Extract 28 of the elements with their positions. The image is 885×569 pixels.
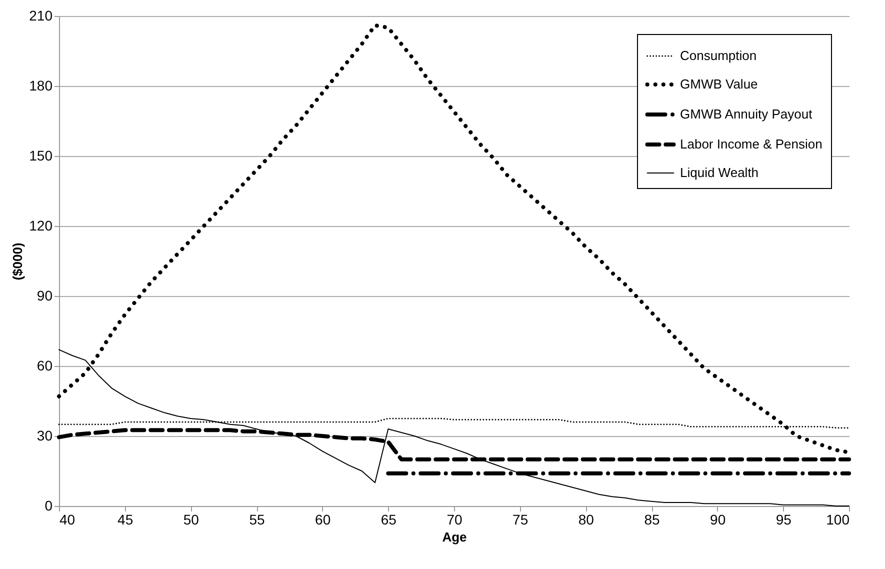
x-tick-label: 60	[315, 512, 331, 528]
y-tick-label: 150	[29, 148, 53, 164]
y-tick-label: 180	[29, 78, 53, 94]
x-tick-label: 90	[710, 512, 726, 528]
legend-label: GMWB Value	[680, 76, 758, 92]
y-tick-label: 0	[44, 498, 53, 514]
y-tick-label: 90	[36, 288, 53, 304]
y-tick-label: 210	[29, 8, 53, 24]
y-tick-label: 120	[29, 218, 53, 234]
x-tick-label: 80	[578, 512, 594, 528]
x-tick-label: 65	[380, 512, 397, 528]
legend-label: GMWB Annuity Payout	[680, 106, 813, 122]
x-axis-title: Age	[442, 530, 467, 544]
y-tick-label: 30	[36, 428, 53, 444]
x-tick-label: 95	[776, 512, 792, 528]
y-tick-label: 60	[36, 358, 53, 374]
legend-label: Liquid Wealth	[680, 165, 759, 180]
x-tick-label: 55	[249, 512, 265, 528]
x-tick-label: 40	[60, 512, 76, 528]
y-axis-title: ($000)	[10, 242, 26, 280]
x-tick-label: 45	[118, 512, 134, 528]
legend-label: Labor Income & Pension	[680, 136, 822, 152]
x-tick-label: 100	[826, 512, 850, 528]
x-tick-label: 70	[446, 512, 462, 528]
legend-label: Consumption	[680, 48, 757, 63]
x-tick-label: 75	[512, 512, 528, 528]
x-tick-label: 85	[644, 512, 660, 528]
x-tick-label: 50	[183, 512, 200, 528]
